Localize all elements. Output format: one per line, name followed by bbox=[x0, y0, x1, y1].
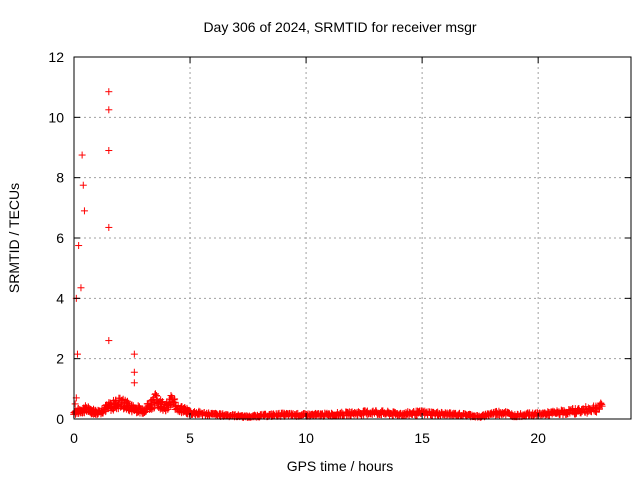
background-point bbox=[598, 402, 606, 410]
background-point bbox=[152, 392, 160, 400]
y-tick-label: 12 bbox=[48, 49, 64, 65]
background-point bbox=[563, 410, 571, 418]
data-point bbox=[79, 181, 87, 189]
data-point bbox=[76, 406, 84, 414]
data-point bbox=[105, 223, 113, 231]
x-tick-label: 15 bbox=[414, 430, 430, 446]
x-tick-label: 20 bbox=[530, 430, 546, 446]
chart-title: Day 306 of 2024, SRMTID for receiver msg… bbox=[203, 19, 476, 35]
data-point bbox=[105, 147, 113, 155]
data-point bbox=[105, 88, 113, 96]
background-point bbox=[572, 410, 580, 418]
y-tick-label: 10 bbox=[48, 109, 64, 125]
data-point bbox=[130, 350, 138, 358]
y-tick-label: 2 bbox=[56, 351, 64, 367]
data-point bbox=[78, 151, 86, 159]
data-point bbox=[130, 368, 138, 376]
background-point bbox=[151, 390, 159, 398]
background-point bbox=[592, 402, 600, 410]
y-tick-label: 6 bbox=[56, 230, 64, 246]
background-point bbox=[167, 392, 175, 400]
grid-layer bbox=[74, 57, 631, 419]
x-tick-label: 0 bbox=[70, 430, 78, 446]
data-point bbox=[130, 379, 138, 387]
background-point bbox=[597, 399, 605, 407]
y-tick-label: 0 bbox=[56, 411, 64, 427]
data-point bbox=[77, 284, 85, 292]
data-point bbox=[80, 207, 88, 215]
y-tick-label: 8 bbox=[56, 170, 64, 186]
data-point bbox=[71, 400, 79, 408]
data-point bbox=[105, 337, 113, 345]
data-point bbox=[75, 242, 83, 250]
data-point bbox=[73, 350, 81, 358]
y-tick-label: 4 bbox=[56, 290, 64, 306]
background-point bbox=[170, 395, 178, 403]
x-axis-label: GPS time / hours bbox=[287, 458, 394, 474]
data-points bbox=[71, 88, 138, 414]
x-tick-label: 5 bbox=[186, 430, 194, 446]
background-point bbox=[107, 401, 115, 409]
background-points bbox=[70, 390, 606, 421]
x-tick-label: 10 bbox=[298, 430, 314, 446]
ticks: 0 5 10 15 20 0 2 4 6 8 10 12 bbox=[48, 49, 631, 446]
plot-frame bbox=[73, 56, 632, 420]
y-axis-label: SRMTID / TECUs bbox=[6, 183, 22, 293]
background-point bbox=[171, 395, 179, 403]
data-point bbox=[105, 106, 113, 114]
